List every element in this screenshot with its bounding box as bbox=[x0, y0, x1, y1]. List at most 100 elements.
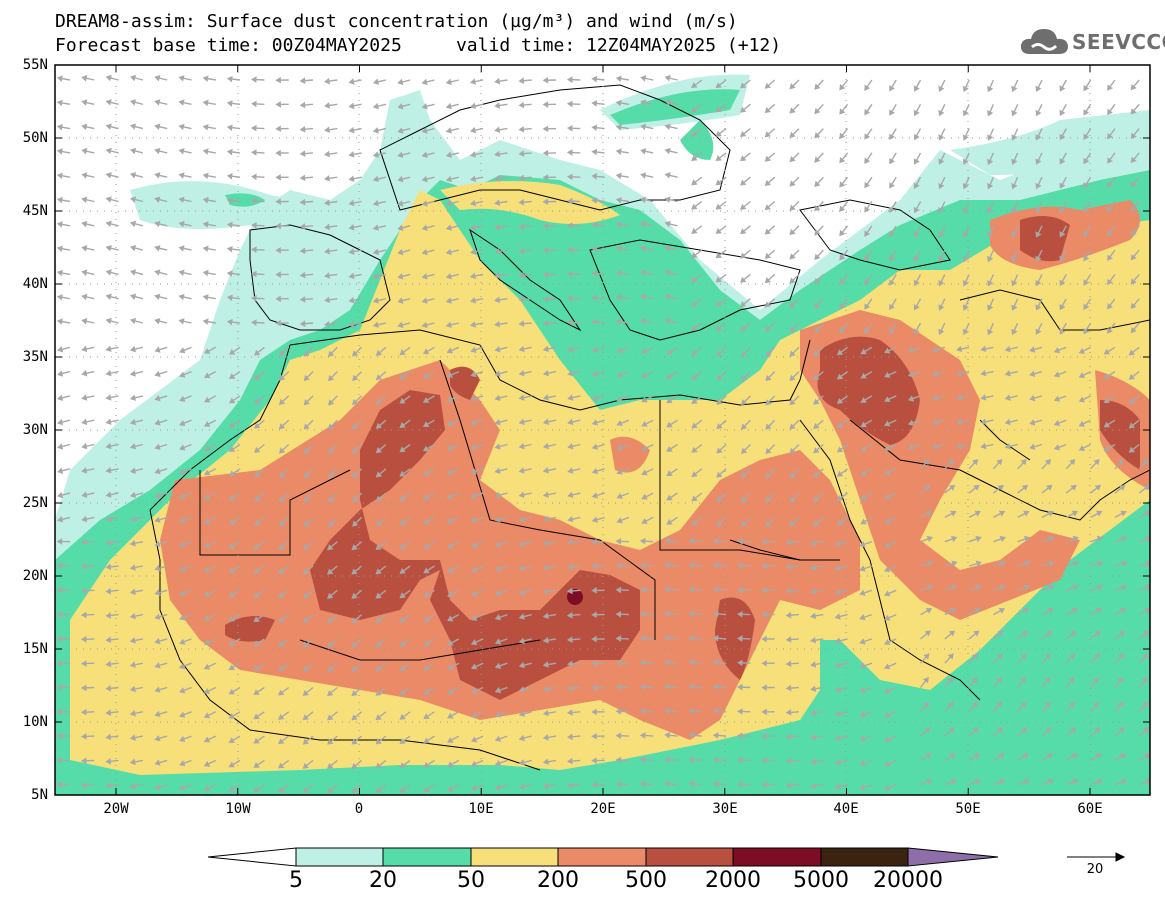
wind-arrow-head bbox=[421, 103, 428, 110]
wind-arrow-head bbox=[446, 517, 453, 524]
wind-arrow-head bbox=[81, 245, 88, 252]
wind-arrow-head bbox=[105, 369, 112, 377]
wind-arrow-head bbox=[1144, 510, 1150, 517]
wind-arrow-head bbox=[688, 537, 695, 545]
wind-arrow-head bbox=[615, 586, 622, 594]
wind-arrow-head bbox=[987, 231, 994, 239]
wind-arrow-head bbox=[1029, 394, 1036, 402]
wind-arrow-head bbox=[688, 707, 695, 715]
wind-arrow-head bbox=[1059, 182, 1066, 189]
wind-arrow-head bbox=[203, 712, 211, 719]
wind-arrow-head bbox=[179, 371, 186, 378]
wind-arrow-head bbox=[591, 346, 599, 353]
wind-arrow-head bbox=[716, 520, 723, 527]
wind-arrow-head bbox=[567, 467, 574, 474]
wind-arrow-head bbox=[715, 227, 722, 234]
wind-arrow-head bbox=[1107, 327, 1113, 334]
wind-arrow-head bbox=[372, 297, 379, 304]
wind-arrow-head bbox=[518, 418, 525, 426]
wind-arrow-head bbox=[740, 301, 747, 308]
wind-arrow-head bbox=[814, 107, 821, 115]
wind-arrow-head bbox=[542, 709, 549, 717]
wind-arrow-head bbox=[1095, 753, 1102, 760]
wind-arrow-head bbox=[202, 269, 209, 277]
wind-arrow-head bbox=[1096, 584, 1104, 591]
wind-arrow-head bbox=[1093, 701, 1100, 708]
wind-arrow-head bbox=[375, 349, 383, 356]
wind-arrow-head bbox=[615, 683, 622, 691]
wind-arrow-head bbox=[924, 727, 931, 734]
wind-arrow-head bbox=[666, 421, 673, 428]
wind-arrow-head bbox=[884, 517, 891, 524]
wind-arrow-head bbox=[666, 445, 673, 452]
wind-arrow-head bbox=[178, 269, 185, 276]
wind-arrow-head bbox=[81, 147, 88, 155]
wind-arrow-head bbox=[691, 130, 698, 137]
wind-arrow-head bbox=[278, 447, 286, 454]
lat-label: 30N bbox=[22, 422, 48, 438]
wind-arrow-head bbox=[178, 123, 185, 131]
wind-arrow-head bbox=[469, 248, 477, 255]
lon-label: 20E bbox=[590, 801, 616, 817]
wind-arrow-head bbox=[641, 396, 648, 403]
wind-arrow-head bbox=[591, 395, 599, 402]
wind-arrow-head bbox=[664, 269, 671, 276]
wind-arrow-head bbox=[956, 345, 963, 353]
wind-vectors bbox=[56, 74, 1150, 794]
wind-arrow-head bbox=[203, 760, 211, 767]
wind-arrow-head bbox=[789, 350, 796, 357]
wind-arrow-head bbox=[1071, 510, 1079, 517]
wind-arrow-head bbox=[327, 738, 334, 745]
wind-arrow-head bbox=[470, 663, 478, 670]
wind-arrow-head bbox=[814, 83, 821, 90]
wind-arrow-head bbox=[926, 584, 933, 591]
wind-arrow-head bbox=[789, 156, 796, 163]
wind-arrow-head bbox=[81, 269, 88, 276]
wind-arrow-head bbox=[761, 635, 767, 643]
colorbar-label: 20 bbox=[369, 868, 397, 893]
wind-arrow-head bbox=[938, 182, 945, 190]
wind-arrow-head bbox=[57, 370, 64, 377]
colorbar-label: 50 bbox=[457, 868, 485, 893]
wind-arrow-head bbox=[1068, 677, 1075, 684]
wind-arrow-head bbox=[105, 172, 112, 179]
wind-arrow-head bbox=[57, 491, 64, 499]
lon-label: 60E bbox=[1077, 801, 1103, 817]
wind-arrow-head bbox=[494, 467, 501, 474]
wind-arrow-head bbox=[974, 607, 981, 614]
wind-arrow-head bbox=[494, 638, 502, 645]
wind-arrow-head bbox=[446, 347, 453, 354]
wind-arrow-head bbox=[938, 158, 945, 165]
wind-arrow-head bbox=[740, 252, 747, 259]
wind-arrow-head bbox=[664, 172, 671, 179]
wind-arrow-head bbox=[785, 636, 792, 643]
wind-arrow-head bbox=[129, 293, 137, 300]
wind-arrow-head bbox=[789, 447, 796, 454]
wind-arrow-head bbox=[639, 683, 646, 691]
wind-arrow-head bbox=[154, 467, 161, 475]
wind-arrow-head bbox=[202, 123, 209, 131]
wind-arrow-head bbox=[924, 484, 931, 491]
wind-arrow-head bbox=[399, 762, 406, 769]
wind-arrow-head bbox=[327, 399, 335, 406]
wind-arrow-head bbox=[740, 203, 747, 210]
wind-arrow-head bbox=[278, 689, 285, 696]
wind-arrow-head bbox=[253, 567, 260, 574]
wind-arrow-head bbox=[997, 630, 1004, 637]
wind-arrow-head bbox=[1141, 701, 1148, 708]
wind-arrow-head bbox=[375, 471, 383, 478]
wind-arrow-head bbox=[351, 568, 358, 575]
wind-arrow-head bbox=[971, 701, 978, 708]
wind-arrow-head bbox=[883, 639, 891, 646]
wind-arrow-head bbox=[447, 737, 454, 743]
wind-arrow-head bbox=[348, 321, 355, 328]
wind-arrow-head bbox=[664, 147, 671, 155]
wind-arrow-head bbox=[1047, 778, 1055, 785]
wind-arrow-head bbox=[423, 688, 430, 695]
wind-arrow-head bbox=[883, 541, 891, 548]
wind-arrow-head bbox=[938, 85, 945, 93]
wind-arrow-head bbox=[178, 148, 185, 155]
wind-arrow-head bbox=[1107, 84, 1113, 91]
wind-arrow-head bbox=[56, 124, 63, 131]
wind-arrow-head bbox=[974, 510, 981, 517]
